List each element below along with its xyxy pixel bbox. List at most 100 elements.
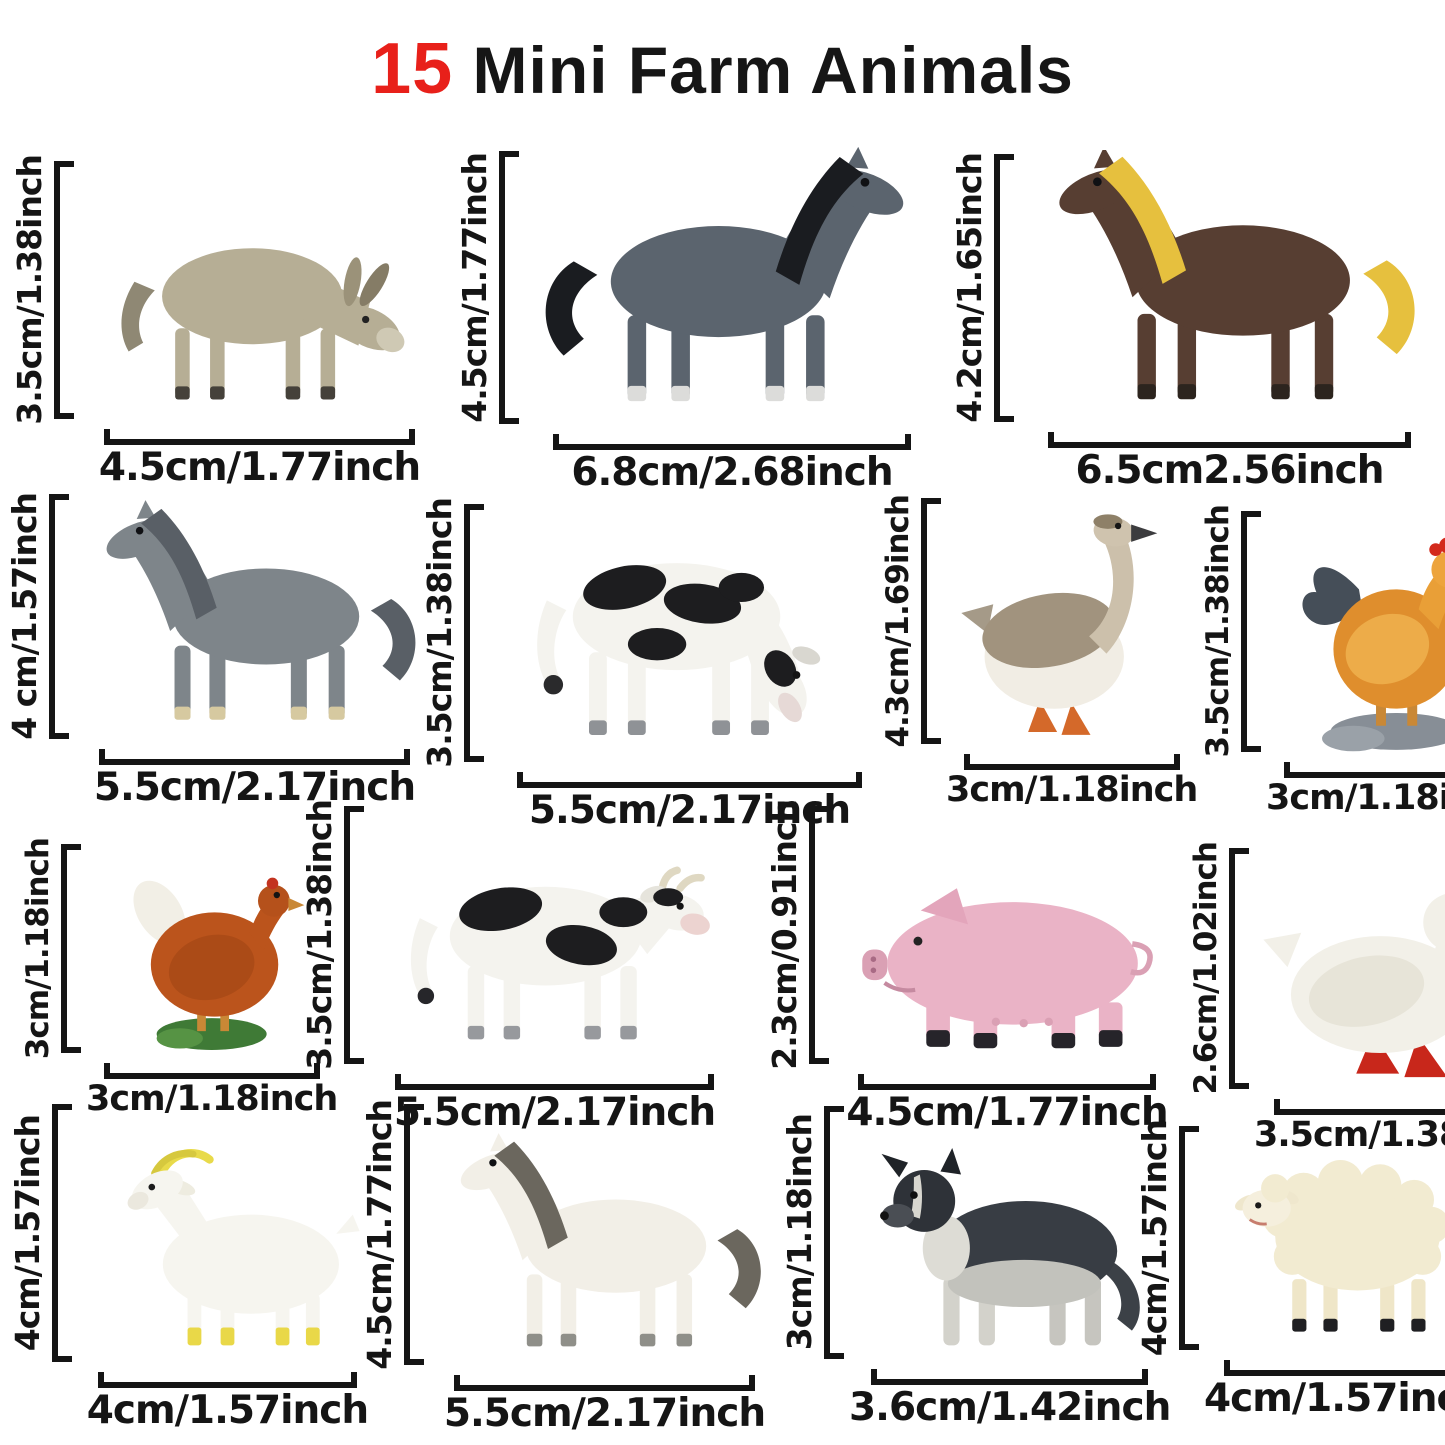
brown-horse-image (1053, 150, 1415, 400)
figure-duck: 2.6cm/1.02inch 3.5cm/1.38inch (1188, 842, 1445, 1155)
figure-goose: 4.3cm/1.69inch 3cm/1.18inch (880, 492, 1198, 810)
width-label: 5.5cm/2.17inch (443, 1391, 766, 1436)
height-bracket (1241, 511, 1261, 752)
duck-photo (1254, 842, 1445, 1095)
width-bracket (553, 434, 911, 450)
white-horse-photo (429, 1098, 780, 1371)
height-bracket (1179, 1126, 1199, 1351)
height-bracket (464, 504, 484, 762)
pig-image (840, 802, 1174, 1068)
width-bracket (858, 1073, 1156, 1090)
goat-image (83, 1100, 372, 1366)
title-count: 15 (371, 29, 454, 109)
height-bracket (344, 806, 364, 1064)
sheep-photo (1204, 1120, 1445, 1356)
height-label: 3.5cm/1.38inch (10, 155, 49, 425)
width-bracket (453, 1375, 756, 1391)
sheep-image (1231, 1158, 1445, 1333)
goat-photo (77, 1098, 378, 1368)
cow-photo (369, 800, 740, 1070)
height-bracket (61, 844, 81, 1054)
page-title: 15 Mini Farm Animals (0, 28, 1445, 110)
width-bracket (517, 771, 862, 788)
gray-pony-image (545, 147, 910, 402)
width-bracket (1048, 432, 1411, 448)
height-bracket (404, 1104, 424, 1365)
height-bracket (54, 161, 74, 419)
height-label: 4cm/1.57inch (8, 1114, 47, 1352)
donkey-photo (79, 155, 440, 425)
width-label: 4cm/1.57inch (86, 1388, 369, 1433)
width-label: 6.5cm2.56inch (1075, 448, 1384, 493)
height-label: 3.5cm/1.38inch (420, 498, 459, 768)
height-label: 4.3cm/1.69inch (880, 494, 916, 748)
height-label: 3cm/1.18inch (780, 1114, 819, 1351)
width-bracket (1274, 1098, 1445, 1115)
height-label: 4 cm/1.57inch (5, 493, 44, 740)
height-bracket (994, 154, 1014, 422)
width-label: 3cm/1.18inch (1266, 777, 1445, 818)
goose-image (961, 513, 1158, 735)
grazing-cow-photo (489, 498, 890, 768)
brown-horse-photo (1019, 148, 1440, 428)
width-label: 3.6cm/1.42inch (849, 1385, 1171, 1430)
height-bracket (921, 498, 941, 744)
width-bracket (1283, 761, 1445, 778)
height-bracket (809, 806, 829, 1064)
height-bracket (499, 151, 519, 424)
title-text: Mini Farm Animals (453, 33, 1074, 107)
height-bracket (1229, 848, 1249, 1089)
width-label: 4.5cm/1.77inch (98, 444, 421, 490)
hen-image (122, 871, 305, 1050)
height-label: 4cm/1.57inch (1135, 1120, 1174, 1357)
figure-gray-draft-horse: 4 cm/1.57inch 5.5cm/2.17inch (5, 488, 435, 810)
width-bracket (1223, 1360, 1445, 1377)
width-label: 4.5cm/1.77inch (846, 1089, 1168, 1135)
figure-white-horse: 4.5cm/1.77inch 5.5cm/2.17inch (360, 1098, 780, 1436)
figure-brown-horse: 4.2cm/1.65inch 6.5cm2.56inch (950, 148, 1440, 493)
grazing-cow-image (537, 558, 823, 735)
figure-dog: 3cm/1.18inch 3.6cm/1.42inch (780, 1100, 1171, 1430)
height-label: 4.2cm/1.65inch (950, 153, 989, 423)
pig-photo (834, 800, 1180, 1070)
width-bracket (871, 1369, 1148, 1385)
rooster-image (1302, 537, 1445, 752)
cow-image (375, 802, 734, 1068)
figure-goat: 4cm/1.57inch 4cm/1.57inch (8, 1098, 378, 1433)
rooster-photo (1266, 505, 1445, 758)
duck-image (1263, 893, 1445, 1078)
dog-image (880, 1147, 1140, 1346)
height-bracket (49, 494, 69, 739)
width-bracket (394, 1073, 715, 1090)
figure-rooster: 3.5cm/1.38inch 3cm/1.18inch (1200, 505, 1445, 818)
height-label: 4.5cm/1.77inch (455, 152, 494, 423)
figure-gray-pony: 4.5cm/1.77inch 6.8cm/2.68inch (455, 145, 940, 495)
width-label: 5.5cm/2.17inch (93, 765, 416, 810)
figure-hen: 3cm/1.18inch 3cm/1.18inch (20, 838, 338, 1119)
width-bracket (99, 749, 410, 765)
gray-pony-photo (524, 145, 940, 430)
height-label: 4.5cm/1.77inch (360, 1099, 399, 1370)
width-label: 6.8cm/2.68inch (571, 450, 893, 495)
width-label: 3.5cm/1.38inch (1254, 1114, 1445, 1155)
width-label: 3cm/1.18inch (86, 1079, 338, 1120)
donkey-image (121, 248, 409, 400)
height-label: 3.5cm/1.38inch (1200, 505, 1236, 758)
width-bracket (963, 754, 1180, 770)
figure-donkey: 3.5cm/1.38inch 4.5cm/1.77inch (10, 155, 440, 490)
width-label: 5.5cm/2.17inch (528, 787, 851, 833)
figure-pig: 2.3cm/0.91inch 4.5cm/1.77inch (765, 800, 1180, 1135)
height-label: 2.6cm/1.02inch (1188, 842, 1224, 1095)
white-horse-image (455, 1133, 761, 1347)
height-label: 3.5cm/1.38inch (300, 800, 339, 1070)
width-bracket (98, 1372, 357, 1388)
height-label: 2.3cm/0.91inch (765, 800, 804, 1070)
goose-photo (946, 492, 1197, 750)
width-bracket (104, 428, 415, 445)
width-bracket (103, 1063, 320, 1080)
height-bracket (824, 1106, 844, 1359)
height-bracket (52, 1104, 72, 1362)
dog-photo (849, 1100, 1170, 1365)
figure-cow: 3.5cm/1.38inch 5.5cm/2.17inch (300, 800, 740, 1135)
